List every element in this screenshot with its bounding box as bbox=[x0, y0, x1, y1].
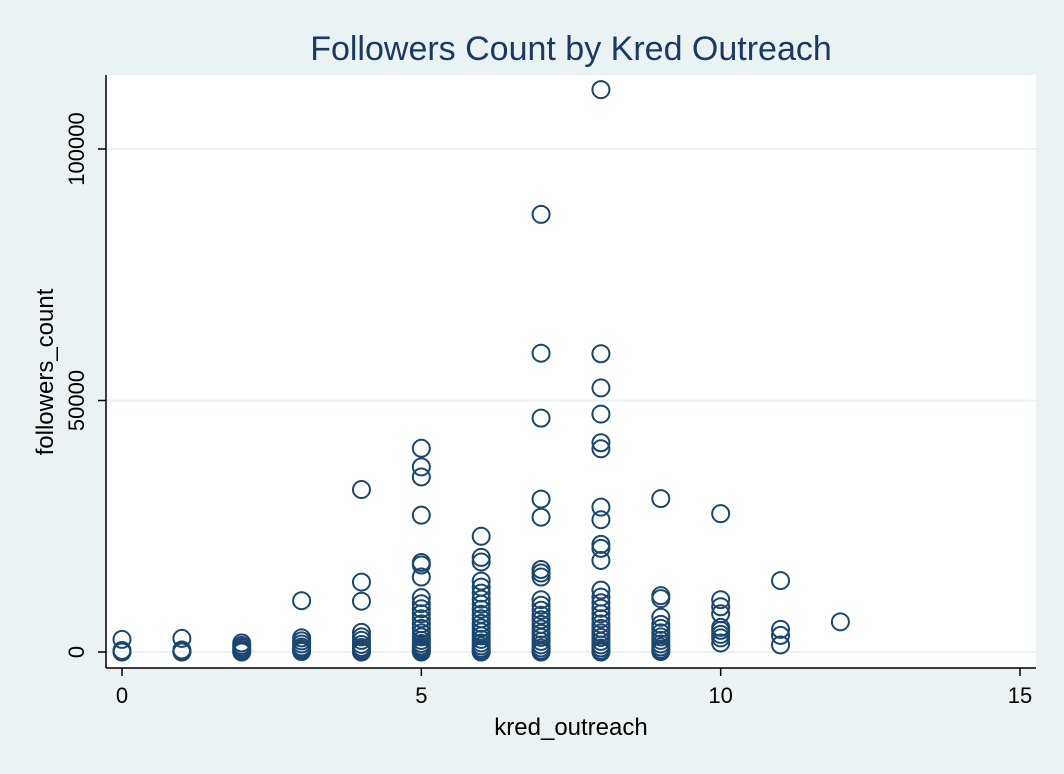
data-point bbox=[471, 577, 491, 597]
data-point bbox=[591, 580, 611, 600]
data-point bbox=[471, 571, 491, 591]
data-point bbox=[591, 80, 611, 100]
x-tick-label: 10 bbox=[708, 683, 732, 708]
y-axis-label: followers_count bbox=[32, 288, 59, 455]
axes bbox=[98, 75, 1036, 676]
data-point bbox=[830, 612, 850, 632]
data-point bbox=[471, 552, 491, 572]
data-point bbox=[591, 497, 611, 517]
data-point bbox=[471, 609, 491, 629]
data-point bbox=[531, 343, 551, 363]
data-point bbox=[292, 591, 312, 611]
data-point bbox=[591, 433, 611, 453]
data-point bbox=[411, 552, 431, 572]
data-point bbox=[531, 614, 551, 634]
data-point bbox=[172, 628, 192, 648]
x-tick-label: 5 bbox=[415, 683, 427, 708]
data-point bbox=[531, 595, 551, 615]
data-point bbox=[591, 598, 611, 618]
data-point bbox=[591, 627, 611, 647]
data-point bbox=[591, 378, 611, 398]
y-tick-label: 100000 bbox=[64, 112, 89, 185]
y-tick-label: 50000 bbox=[64, 370, 89, 431]
data-point bbox=[411, 618, 431, 638]
plot-area bbox=[106, 75, 1036, 668]
x-axis-label: kred_outreach bbox=[494, 714, 647, 741]
data-point bbox=[531, 619, 551, 639]
data-point bbox=[112, 629, 132, 649]
y-tick-label: 0 bbox=[64, 646, 89, 658]
data-point bbox=[411, 609, 431, 629]
data-point bbox=[651, 623, 671, 643]
data-point bbox=[771, 571, 791, 591]
data-point bbox=[411, 567, 431, 587]
data-point bbox=[531, 204, 551, 224]
data-point bbox=[591, 404, 611, 424]
data-point bbox=[471, 604, 491, 624]
data-point bbox=[591, 623, 611, 643]
data-point bbox=[531, 560, 551, 580]
data-point bbox=[531, 610, 551, 630]
data-point bbox=[411, 457, 431, 477]
data-point bbox=[591, 534, 611, 554]
gridlines bbox=[106, 148, 1036, 653]
x-tick-label: 0 bbox=[116, 683, 128, 708]
data-point bbox=[112, 640, 132, 660]
data-point bbox=[471, 613, 491, 633]
data-point bbox=[651, 614, 671, 634]
data-point bbox=[711, 504, 731, 524]
data-point bbox=[471, 583, 491, 603]
data-point bbox=[411, 467, 431, 487]
data-point bbox=[711, 617, 731, 637]
data-point bbox=[591, 618, 611, 638]
data-point bbox=[411, 594, 431, 614]
data-point bbox=[651, 586, 671, 606]
data-point bbox=[591, 593, 611, 613]
tick-labels: 0 5 10 15 0 50000 100000 bbox=[64, 112, 1032, 708]
data-point bbox=[711, 604, 731, 624]
data-point bbox=[651, 607, 671, 627]
data-point bbox=[411, 614, 431, 634]
data-point bbox=[351, 591, 371, 611]
data-point bbox=[531, 408, 551, 428]
data-point bbox=[591, 614, 611, 634]
data-point bbox=[591, 439, 611, 459]
data-point bbox=[591, 587, 611, 607]
data-point bbox=[351, 572, 371, 592]
data-point bbox=[711, 633, 731, 653]
data-point bbox=[411, 599, 431, 619]
data-point bbox=[411, 623, 431, 643]
data-point bbox=[591, 510, 611, 530]
data-point bbox=[531, 605, 551, 625]
data-point bbox=[351, 627, 371, 647]
data-point bbox=[771, 625, 791, 645]
data-point bbox=[531, 507, 551, 527]
data-point bbox=[351, 480, 371, 500]
data-point bbox=[531, 623, 551, 643]
x-tick-label: 15 bbox=[1008, 683, 1032, 708]
data-point bbox=[531, 600, 551, 620]
chart-title: Followers Count by Kred Outreach bbox=[310, 30, 832, 68]
data-point bbox=[471, 618, 491, 638]
data-points bbox=[112, 80, 850, 662]
data-point bbox=[471, 526, 491, 546]
data-point bbox=[172, 640, 192, 660]
data-point bbox=[771, 635, 791, 655]
data-point bbox=[651, 489, 671, 509]
data-point bbox=[411, 438, 431, 458]
data-point bbox=[711, 597, 731, 617]
data-point bbox=[232, 633, 252, 653]
data-point bbox=[351, 622, 371, 642]
data-point bbox=[292, 628, 312, 648]
data-point bbox=[771, 619, 791, 639]
data-point bbox=[471, 547, 491, 567]
data-point bbox=[471, 589, 491, 609]
data-point bbox=[531, 590, 551, 610]
data-point bbox=[411, 588, 431, 608]
data-point bbox=[591, 344, 611, 364]
data-point bbox=[531, 489, 551, 509]
data-point bbox=[411, 505, 431, 525]
data-point bbox=[711, 590, 731, 610]
